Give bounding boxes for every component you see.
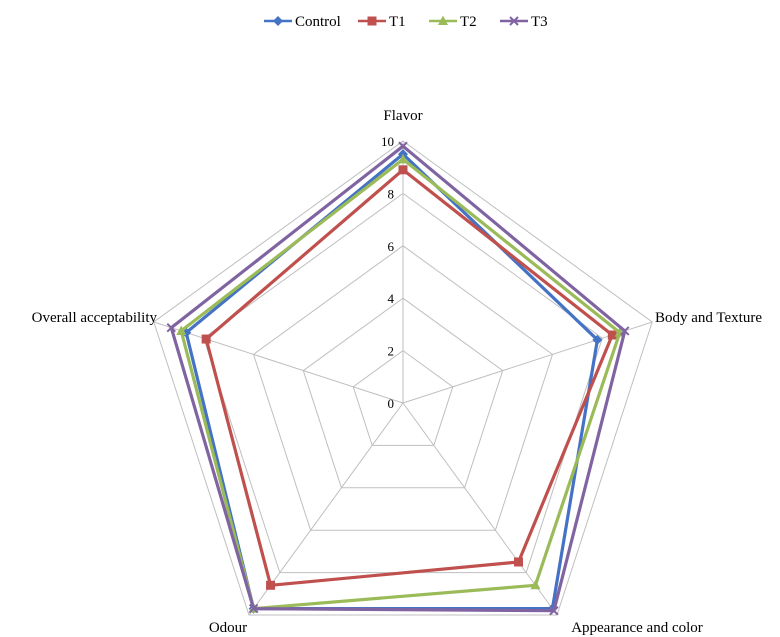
data-point-marker [273,16,283,26]
data-point-marker [549,606,559,616]
data-point-marker [513,557,523,567]
data-point-marker [509,16,519,26]
data-point-marker [438,15,448,25]
radar-tick-labels: 0 2 4 6 8 10 [381,134,395,411]
tick-label: 2 [388,344,395,359]
legend-label: T1 [389,14,406,30]
data-point-marker [398,153,408,164]
radar-series [166,141,630,616]
category-label: Body and Texture [655,310,762,326]
series-line [169,144,627,613]
series-t2 [176,153,625,613]
category-label: Flavor [383,108,422,124]
category-label: Overall acceptability [32,310,158,326]
legend-label: T2 [460,14,477,30]
data-point-marker [166,322,176,333]
axis-spoke [153,321,404,404]
data-point-marker [398,165,408,175]
grid-ring [302,297,504,489]
legend-item-t1: T1 [358,14,406,30]
data-point-marker [248,603,259,614]
category-label: Odour [209,620,247,636]
tick-label: 4 [388,291,395,306]
tick-label: 6 [388,239,395,254]
data-point-marker [266,580,276,590]
data-point-marker [176,325,187,335]
axis-spoke [248,402,404,616]
legend-label: Control [295,14,341,30]
legend-item-control: Control [264,14,341,30]
legend-label: T3 [531,14,548,30]
grid-ring [352,349,454,446]
series-control [181,149,603,614]
data-point-marker [620,326,630,336]
data-point-marker [592,334,603,345]
series-t3 [166,141,630,616]
data-point-marker [367,16,377,26]
tick-label: 0 [388,396,395,411]
category-label: Appearance and color [571,620,703,636]
grid-ring [252,245,554,531]
legend-item-t3: T3 [500,14,548,30]
series-line [184,151,600,611]
legend: Control T1 T2 T3 [264,14,548,30]
data-point-marker [398,141,408,151]
series-line [179,157,622,611]
axis-spoke [402,402,558,616]
series-t1 [201,165,617,590]
series-line [204,167,615,588]
tick-label: 10 [381,134,394,149]
legend-item-t2: T2 [429,14,477,30]
data-point-marker [530,579,541,590]
data-point-marker [201,334,211,344]
radar-spokes [153,141,653,616]
radar-category-labels: Flavor Body and Texture Appearance and col… [32,108,763,636]
data-point-marker [607,330,617,340]
grid-ring [153,140,653,616]
tick-label: 8 [388,186,395,201]
